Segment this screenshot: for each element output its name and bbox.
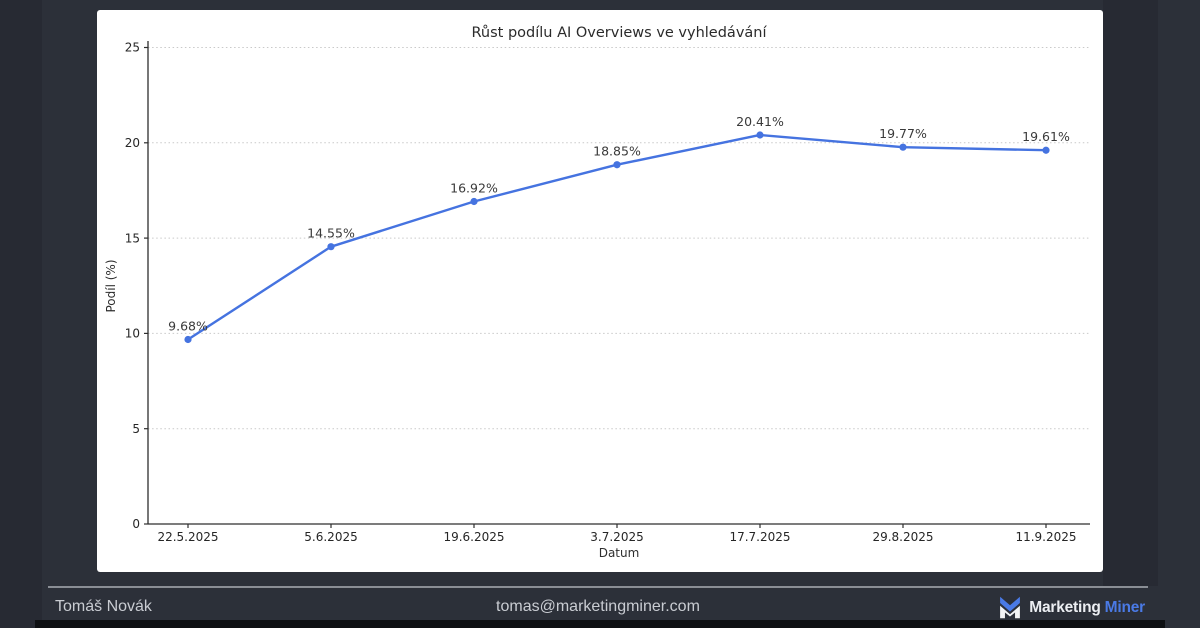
x-tick-label: 11.9.2025	[1015, 530, 1076, 544]
grid-layer	[148, 47, 1090, 430]
brand-word-marketing: Marketing	[1029, 598, 1101, 616]
series-layer	[184, 131, 1050, 344]
y-tick-label: 0	[132, 517, 140, 531]
marketing-miner-m-icon	[998, 594, 1022, 621]
chart-title: Růst podílu AI Overviews ve vyhledávání	[471, 25, 767, 41]
data-point	[184, 335, 192, 344]
label-layer: 9.68% 14.55% 16.92% 18.85% 20.41% 19.77% 19.61…	[168, 114, 1070, 334]
y-tick-label: 20	[125, 136, 140, 150]
point-label: 14.55%	[307, 226, 355, 241]
y-tick-label: 15	[125, 231, 140, 245]
point-label: 20.41%	[736, 114, 784, 129]
data-point	[756, 131, 764, 139]
x-tick-label: 19.6.2025	[443, 530, 504, 544]
point-label: 19.61%	[1022, 129, 1070, 144]
x-tick-label: 3.7.2025	[590, 530, 643, 544]
brand-logo: Marketing Miner	[998, 594, 1145, 621]
chart-card: 0 5 10 15 20 25 22.5.2025 5.6.2025 19.6.2025 3.7.…	[97, 10, 1103, 572]
left-edge-band	[0, 0, 42, 628]
x-tick-label: 22.5.2025	[157, 530, 218, 544]
data-point	[327, 243, 335, 251]
footer-email: tomas@marketingminer.com	[496, 598, 700, 615]
data-point	[899, 143, 907, 151]
brand-word-miner: Miner	[1104, 598, 1146, 616]
footer: Tomáš Novák tomas@marketingminer.com Mar…	[0, 594, 1200, 622]
data-point	[613, 161, 621, 169]
x-tick-label: 29.8.2025	[872, 530, 933, 544]
right-edge-band	[1103, 0, 1158, 586]
point-label: 18.85%	[593, 144, 641, 159]
footer-divider	[48, 586, 1148, 588]
y-tick-label: 5	[132, 422, 140, 436]
point-label: 16.92%	[450, 181, 498, 196]
y-axis-label: Podíl (%)	[104, 259, 118, 312]
bottom-black-bar	[35, 620, 1165, 628]
point-label: 9.68%	[168, 318, 208, 333]
x-tick-label: 17.7.2025	[729, 530, 790, 544]
y-tick-label: 25	[125, 41, 140, 55]
x-axis-label: Datum	[599, 546, 640, 560]
data-point	[1042, 146, 1050, 154]
data-point	[470, 197, 478, 206]
line-chart: 0 5 10 15 20 25 22.5.2025 5.6.2025 19.6.2025 3.7.…	[104, 25, 1090, 560]
footer-author: Tomáš Novák	[55, 598, 152, 615]
y-tick-label: 10	[125, 327, 140, 341]
point-label: 19.77%	[879, 126, 927, 141]
axes-layer: 0 5 10 15 20 25 22.5.2025 5.6.2025 19.6.2025 3.7.…	[125, 41, 1090, 544]
brand-name: Marketing Miner	[1029, 599, 1145, 617]
x-tick-label: 5.6.2025	[304, 530, 357, 544]
